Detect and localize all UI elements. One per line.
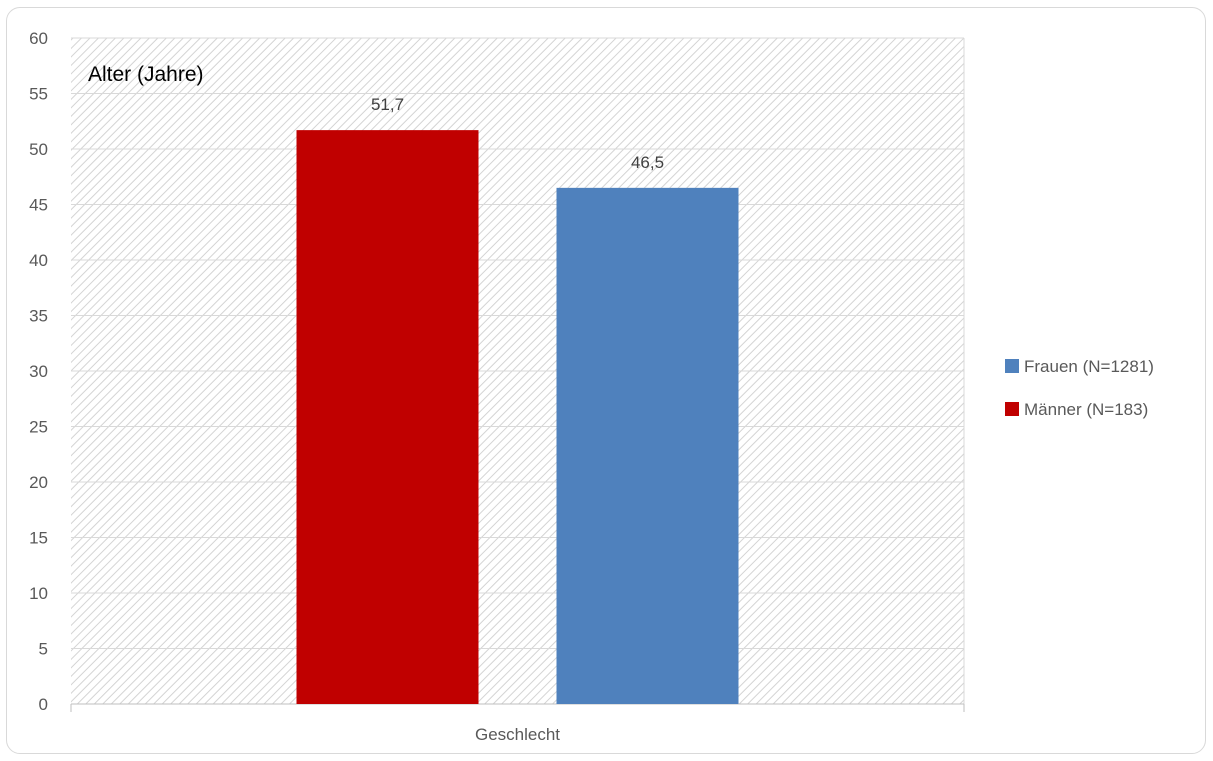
- bar: [556, 187, 739, 705]
- y-tick-label: 35: [29, 307, 48, 326]
- x-category-label: Geschlecht: [475, 725, 560, 744]
- y-tick-label: 5: [39, 640, 48, 659]
- axes: [70, 703, 965, 712]
- data-label: 46,5: [631, 153, 664, 172]
- bar: [296, 130, 479, 704]
- y-tick-label: 60: [29, 29, 48, 48]
- legend-swatch: [1005, 402, 1019, 416]
- y-tick-label: 10: [29, 584, 48, 603]
- legend-swatch: [1005, 359, 1019, 373]
- y-tick-label: 45: [29, 196, 48, 215]
- y-tick-label: 25: [29, 418, 48, 437]
- legend-label: Frauen (N=1281): [1024, 357, 1154, 376]
- y-tick-label: 40: [29, 251, 48, 270]
- y-tick-label: 20: [29, 473, 48, 492]
- labels: 0 5 10 15 20 25 30 35 40 45 50 55 60 51,7 46,5 Geschlec…: [29, 29, 664, 744]
- y-tick-label: 30: [29, 362, 48, 381]
- y-tick-label: 0: [39, 695, 48, 714]
- y-tick-label: 55: [29, 85, 48, 104]
- gridlines: [71, 37, 965, 704]
- data-label: 51,7: [371, 95, 404, 114]
- y-tick-label: 15: [29, 529, 48, 548]
- y-tick-label: 50: [29, 140, 48, 159]
- legend-label: Männer (N=183): [1024, 400, 1148, 419]
- legend: Frauen (N=1281) Männer (N=183): [1005, 357, 1154, 419]
- bars: [296, 130, 739, 705]
- y-axis-label: Alter (Jahre): [88, 63, 204, 86]
